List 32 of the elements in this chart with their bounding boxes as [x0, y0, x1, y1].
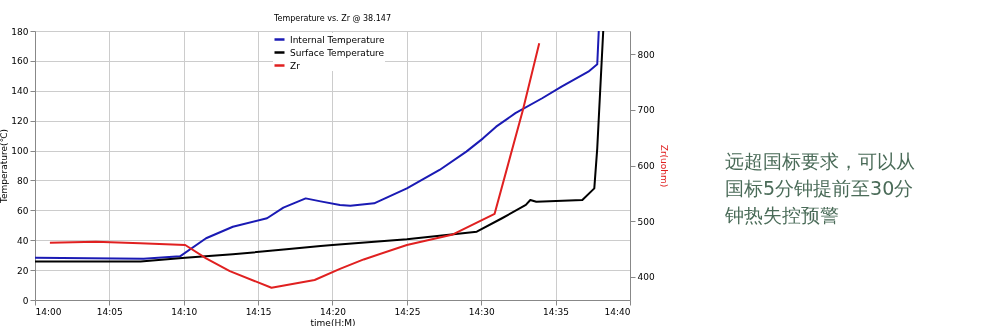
- x-tick-label: 14:10: [171, 306, 198, 317]
- x-tick-label: 14:05: [96, 306, 123, 317]
- y-tick-label: 180: [11, 26, 29, 37]
- y-tick-label: 20: [17, 265, 29, 276]
- y-tick-label: 120: [11, 116, 29, 127]
- y-tick-label: 80: [17, 175, 29, 186]
- y2-tick-label: 700: [637, 105, 655, 116]
- y2-tick-label: 400: [637, 272, 655, 283]
- y2-tick-label: 800: [637, 49, 655, 60]
- x-tick-label: 14:25: [394, 306, 421, 317]
- legend-label: Zr: [290, 60, 301, 71]
- y-tick-label: 140: [11, 86, 29, 97]
- legend-label: Internal Temperature: [290, 34, 386, 45]
- text: 远超国标要求，可以从国标5分钟提前至30分钟热失控预警: [724, 150, 915, 226]
- x-axis-title: time(H:M): [310, 317, 356, 326]
- x-tick-label: 14:35: [543, 306, 570, 317]
- chart-title: Temperature vs. Zr @ 38.147: [272, 14, 392, 23]
- x-tick-label: 14:00: [35, 306, 62, 317]
- legend-label: Surface Temperature: [290, 47, 385, 58]
- y-tick-label: 60: [17, 205, 29, 216]
- x-tick-label: 14:40: [604, 306, 631, 317]
- y2-axis-title: Zr(uohm): [658, 144, 669, 188]
- x-tick-label: 14:15: [245, 306, 272, 317]
- y2-tick-label: 600: [637, 161, 655, 171]
- y-tick-label: 0: [22, 295, 29, 306]
- y-axis-title: Temperature(℃): [0, 128, 10, 205]
- y2-tick-label: 500: [637, 216, 655, 227]
- x-tick-label: 14:30: [468, 306, 495, 317]
- x-tick-label: 14:20: [319, 306, 347, 317]
- y-tick-label: 160: [11, 56, 29, 67]
- y-tick-label: 40: [17, 235, 29, 246]
- y-tick-label: 100: [11, 146, 29, 157]
